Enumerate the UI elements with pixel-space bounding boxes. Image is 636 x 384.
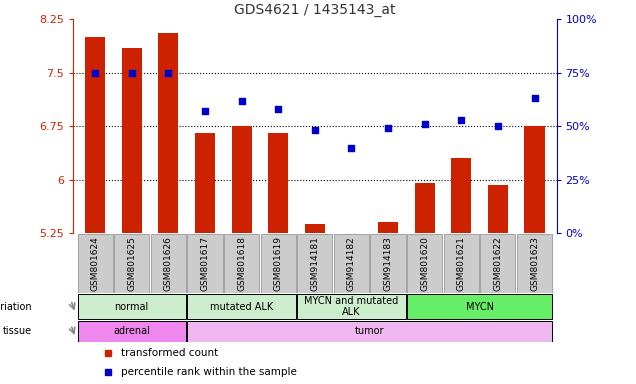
- Point: [456, 117, 466, 123]
- Bar: [451, 158, 471, 233]
- Point: [493, 123, 503, 129]
- Text: percentile rank within the sample: percentile rank within the sample: [121, 367, 297, 377]
- Point: [529, 95, 539, 101]
- Text: adrenal: adrenal: [113, 326, 150, 336]
- Bar: [78, 321, 186, 341]
- Bar: [151, 234, 186, 293]
- Bar: [78, 234, 113, 293]
- Bar: [195, 133, 215, 233]
- Text: MYCN and mutated
ALK: MYCN and mutated ALK: [304, 296, 399, 318]
- Text: GSM801619: GSM801619: [273, 236, 282, 291]
- Bar: [407, 234, 442, 293]
- Text: GSM801622: GSM801622: [494, 236, 502, 291]
- Text: GSM914183: GSM914183: [384, 236, 392, 291]
- Bar: [114, 234, 149, 293]
- Bar: [334, 234, 369, 293]
- Text: GSM801617: GSM801617: [200, 236, 209, 291]
- Text: transformed count: transformed count: [121, 348, 218, 358]
- Bar: [232, 126, 252, 233]
- Text: MYCN: MYCN: [466, 302, 494, 312]
- Text: GSM801624: GSM801624: [90, 236, 100, 291]
- Text: tissue: tissue: [3, 326, 32, 336]
- Point: [420, 121, 430, 127]
- Bar: [480, 234, 516, 293]
- Point: [383, 125, 393, 131]
- Text: GSM801623: GSM801623: [530, 236, 539, 291]
- Point: [127, 70, 137, 76]
- Bar: [488, 185, 508, 233]
- Bar: [305, 224, 325, 233]
- Point: [200, 108, 210, 114]
- Bar: [158, 33, 179, 233]
- Bar: [517, 234, 552, 293]
- Text: GSM801620: GSM801620: [420, 236, 429, 291]
- Bar: [297, 234, 333, 293]
- Text: GSM914182: GSM914182: [347, 236, 356, 291]
- Point: [310, 127, 320, 134]
- Text: GSM914181: GSM914181: [310, 236, 319, 291]
- Bar: [85, 37, 105, 233]
- Bar: [407, 294, 552, 319]
- Title: GDS4621 / 1435143_at: GDS4621 / 1435143_at: [234, 3, 396, 17]
- Bar: [378, 222, 398, 233]
- Bar: [371, 234, 406, 293]
- Bar: [78, 294, 186, 319]
- Bar: [415, 183, 435, 233]
- Bar: [525, 126, 544, 233]
- Point: [347, 144, 357, 151]
- Text: normal: normal: [114, 302, 149, 312]
- Bar: [188, 321, 552, 341]
- Point: [237, 98, 247, 104]
- Bar: [297, 294, 406, 319]
- Text: GSM801625: GSM801625: [127, 236, 136, 291]
- Text: tumor: tumor: [355, 326, 385, 336]
- Bar: [188, 234, 223, 293]
- Text: genotype/variation: genotype/variation: [0, 302, 32, 312]
- Text: mutated ALK: mutated ALK: [210, 302, 273, 312]
- Bar: [224, 234, 259, 293]
- Point: [273, 106, 283, 112]
- Text: GSM801621: GSM801621: [457, 236, 466, 291]
- Text: GSM801626: GSM801626: [164, 236, 173, 291]
- Bar: [121, 48, 142, 233]
- Bar: [188, 294, 296, 319]
- Bar: [268, 133, 288, 233]
- Text: GSM801618: GSM801618: [237, 236, 246, 291]
- Bar: [261, 234, 296, 293]
- Point: [163, 70, 174, 76]
- Bar: [444, 234, 479, 293]
- Point: [90, 70, 100, 76]
